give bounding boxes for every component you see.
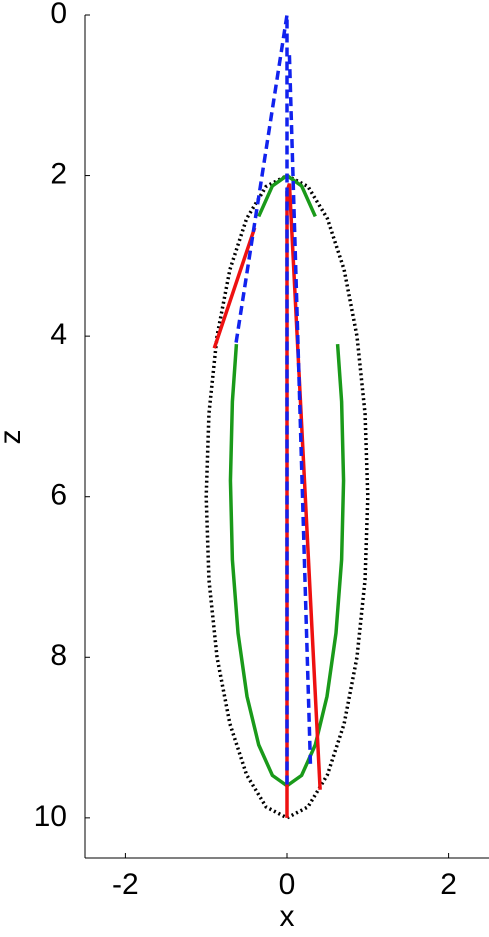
x-tick-label: 0 bbox=[279, 868, 296, 901]
y-tick-label: 8 bbox=[50, 639, 67, 672]
y-tick-label: 10 bbox=[34, 800, 67, 833]
y-tick-label: 4 bbox=[50, 318, 67, 351]
x-tick-label: 2 bbox=[440, 868, 457, 901]
y-tick-label: 0 bbox=[50, 0, 67, 30]
y-tick-label: 2 bbox=[50, 157, 67, 190]
data-line bbox=[234, 14, 313, 786]
y-axis-label: z bbox=[0, 430, 27, 445]
x-tick-label: -2 bbox=[112, 868, 139, 901]
y-tick-label: 6 bbox=[50, 479, 67, 512]
x-axis-label: x bbox=[280, 900, 295, 933]
